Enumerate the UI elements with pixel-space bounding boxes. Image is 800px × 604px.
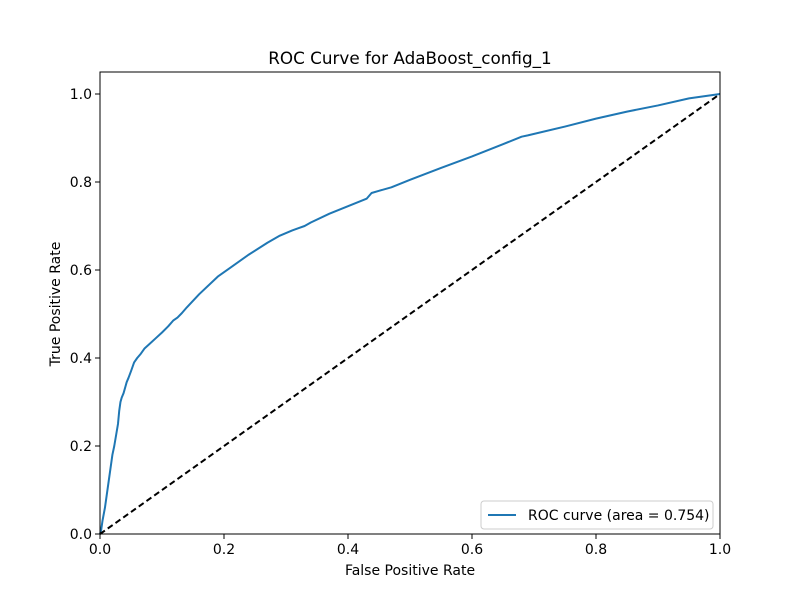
y-tick-label: 1.0	[70, 87, 92, 103]
y-tick-label: 0.0	[70, 527, 92, 543]
axes-frame	[99, 71, 721, 535]
legend-entry-roc: ROC curve (area = 0.754)	[528, 508, 710, 524]
x-tick-label: 0.0	[89, 542, 111, 558]
chance-diagonal-line	[99, 93, 721, 535]
y-axis-label: True Positive Rate	[48, 242, 64, 368]
x-tick-label: 0.8	[585, 542, 607, 558]
x-axis-label: False Positive Rate	[345, 563, 475, 579]
y-tick-label: 0.2	[70, 439, 92, 455]
plot-area	[99, 71, 721, 535]
roc-curve-line	[99, 93, 721, 535]
x-tick-label: 0.2	[213, 542, 235, 558]
y-tick-label: 0.8	[70, 175, 92, 191]
y-tick-label: 0.6	[70, 263, 92, 279]
chart-title: ROC Curve for AdaBoost_config_1	[268, 48, 551, 69]
x-tick-label: 0.4	[337, 542, 359, 558]
legend: ROC curve (area = 0.754)	[480, 500, 714, 530]
axis-ticks: 0.0 0.2 0.4 0.6 0.8 1.0 0.0 0.2 0.4 0.6 0.8 1.0	[70, 87, 731, 558]
x-tick-label: 1.0	[709, 542, 731, 558]
y-tick-label: 0.4	[70, 351, 92, 367]
x-tick-label: 0.6	[461, 542, 483, 558]
legend-box	[480, 500, 714, 530]
